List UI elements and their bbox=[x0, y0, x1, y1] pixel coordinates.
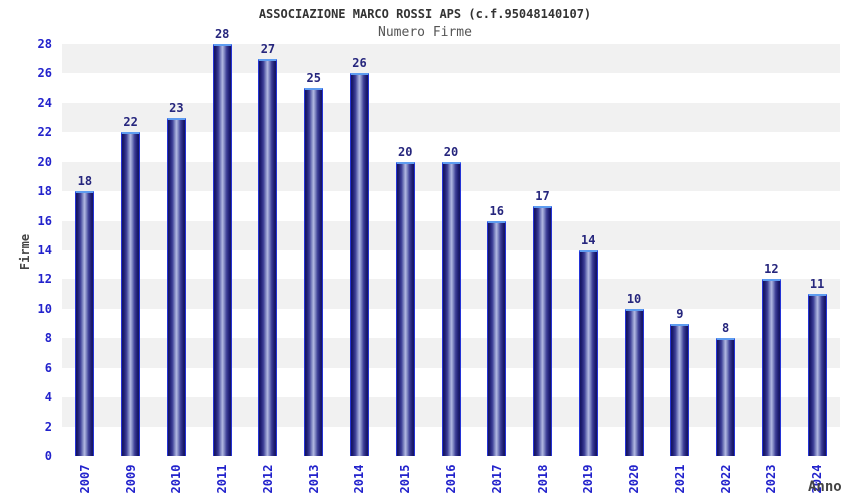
x-axis-label: Anno bbox=[808, 479, 842, 495]
bar bbox=[487, 220, 507, 456]
y-tick-label: 4 bbox=[44, 390, 52, 405]
bar bbox=[716, 338, 736, 456]
y-tick-label: 10 bbox=[37, 301, 52, 316]
x-tick-label: 2012 bbox=[260, 464, 275, 494]
bar bbox=[670, 323, 690, 456]
bar bbox=[304, 88, 324, 456]
x-tick-label: 2016 bbox=[444, 464, 458, 494]
bar bbox=[578, 250, 598, 456]
bar-value-label: 16 bbox=[489, 203, 504, 218]
bar-value-label: 20 bbox=[398, 144, 413, 159]
x-tick-label: 2007 bbox=[77, 464, 92, 494]
x-tick-label: 2014 bbox=[352, 464, 367, 494]
bar bbox=[761, 279, 781, 456]
bar-value-label: 28 bbox=[214, 27, 230, 41]
grid-band bbox=[62, 73, 840, 103]
x-tick-label: 2018 bbox=[535, 464, 550, 494]
bar-value-label: 26 bbox=[352, 56, 367, 71]
bar bbox=[807, 294, 827, 456]
bar-value-label: 20 bbox=[443, 144, 459, 159]
y-tick-label: 26 bbox=[37, 66, 52, 81]
y-tick-label: 18 bbox=[37, 184, 52, 199]
x-tick-label: 2011 bbox=[215, 464, 230, 494]
bar-value-label: 8 bbox=[721, 321, 730, 336]
y-tick-label: 0 bbox=[44, 449, 52, 463]
x-tick-label: 2021 bbox=[672, 464, 687, 494]
grid-band bbox=[62, 132, 840, 162]
y-tick-label: 20 bbox=[37, 154, 52, 169]
bar bbox=[212, 44, 232, 456]
bar-value-label: 12 bbox=[764, 262, 779, 277]
bar-value-label: 14 bbox=[581, 233, 596, 247]
bar-value-label: 18 bbox=[77, 174, 93, 189]
y-tick-label: 2 bbox=[44, 419, 52, 434]
y-tick-label: 22 bbox=[37, 125, 52, 140]
bar bbox=[441, 161, 461, 456]
grid-band bbox=[62, 44, 840, 74]
y-tick-label: 14 bbox=[37, 243, 52, 257]
bar bbox=[166, 117, 186, 456]
x-tick-label: 2017 bbox=[489, 464, 504, 494]
bar-value-label: 10 bbox=[626, 291, 642, 306]
bar bbox=[395, 161, 415, 456]
y-tick-label: 16 bbox=[37, 213, 52, 228]
x-tick-label: 2023 bbox=[764, 464, 779, 494]
bar-value-label: 25 bbox=[306, 71, 321, 86]
x-tick-label: 2010 bbox=[169, 464, 184, 494]
plot-area: 18 22 23 28 27 25 26 20 20 16 17 14 10 9 8 12 11 bbox=[62, 27, 840, 456]
x-tick-label: 2019 bbox=[581, 464, 596, 494]
bar bbox=[75, 191, 95, 456]
y-tick-label: 6 bbox=[44, 360, 52, 375]
x-tick-label: 2015 bbox=[398, 464, 413, 494]
bar bbox=[349, 73, 369, 456]
x-tick-label: 2009 bbox=[123, 464, 138, 494]
x-tick-label: 2022 bbox=[718, 464, 733, 494]
bar-value-label: 11 bbox=[809, 277, 825, 292]
x-tick-label: 2020 bbox=[627, 464, 642, 494]
chart-title: ASSOCIAZIONE MARCO ROSSI APS (c.f.950481… bbox=[258, 7, 592, 21]
bar bbox=[121, 132, 141, 456]
bar-value-label: 22 bbox=[123, 115, 138, 130]
bar-value-label: 23 bbox=[169, 100, 184, 115]
x-tick-label: 2013 bbox=[306, 464, 321, 494]
y-tick-label: 24 bbox=[37, 95, 52, 110]
bar bbox=[624, 308, 644, 456]
chart-subtitle: Numero Firme bbox=[378, 25, 472, 40]
bar bbox=[533, 205, 553, 456]
y-tick-label: 12 bbox=[37, 272, 52, 287]
bar bbox=[258, 58, 278, 456]
y-tick-label: 28 bbox=[37, 37, 52, 51]
grid-band bbox=[62, 102, 840, 133]
bar-value-label: 9 bbox=[676, 306, 684, 321]
bar-value-label: 17 bbox=[535, 188, 550, 203]
bar-value-label: 27 bbox=[260, 41, 276, 56]
y-tick-label: 8 bbox=[44, 331, 52, 346]
